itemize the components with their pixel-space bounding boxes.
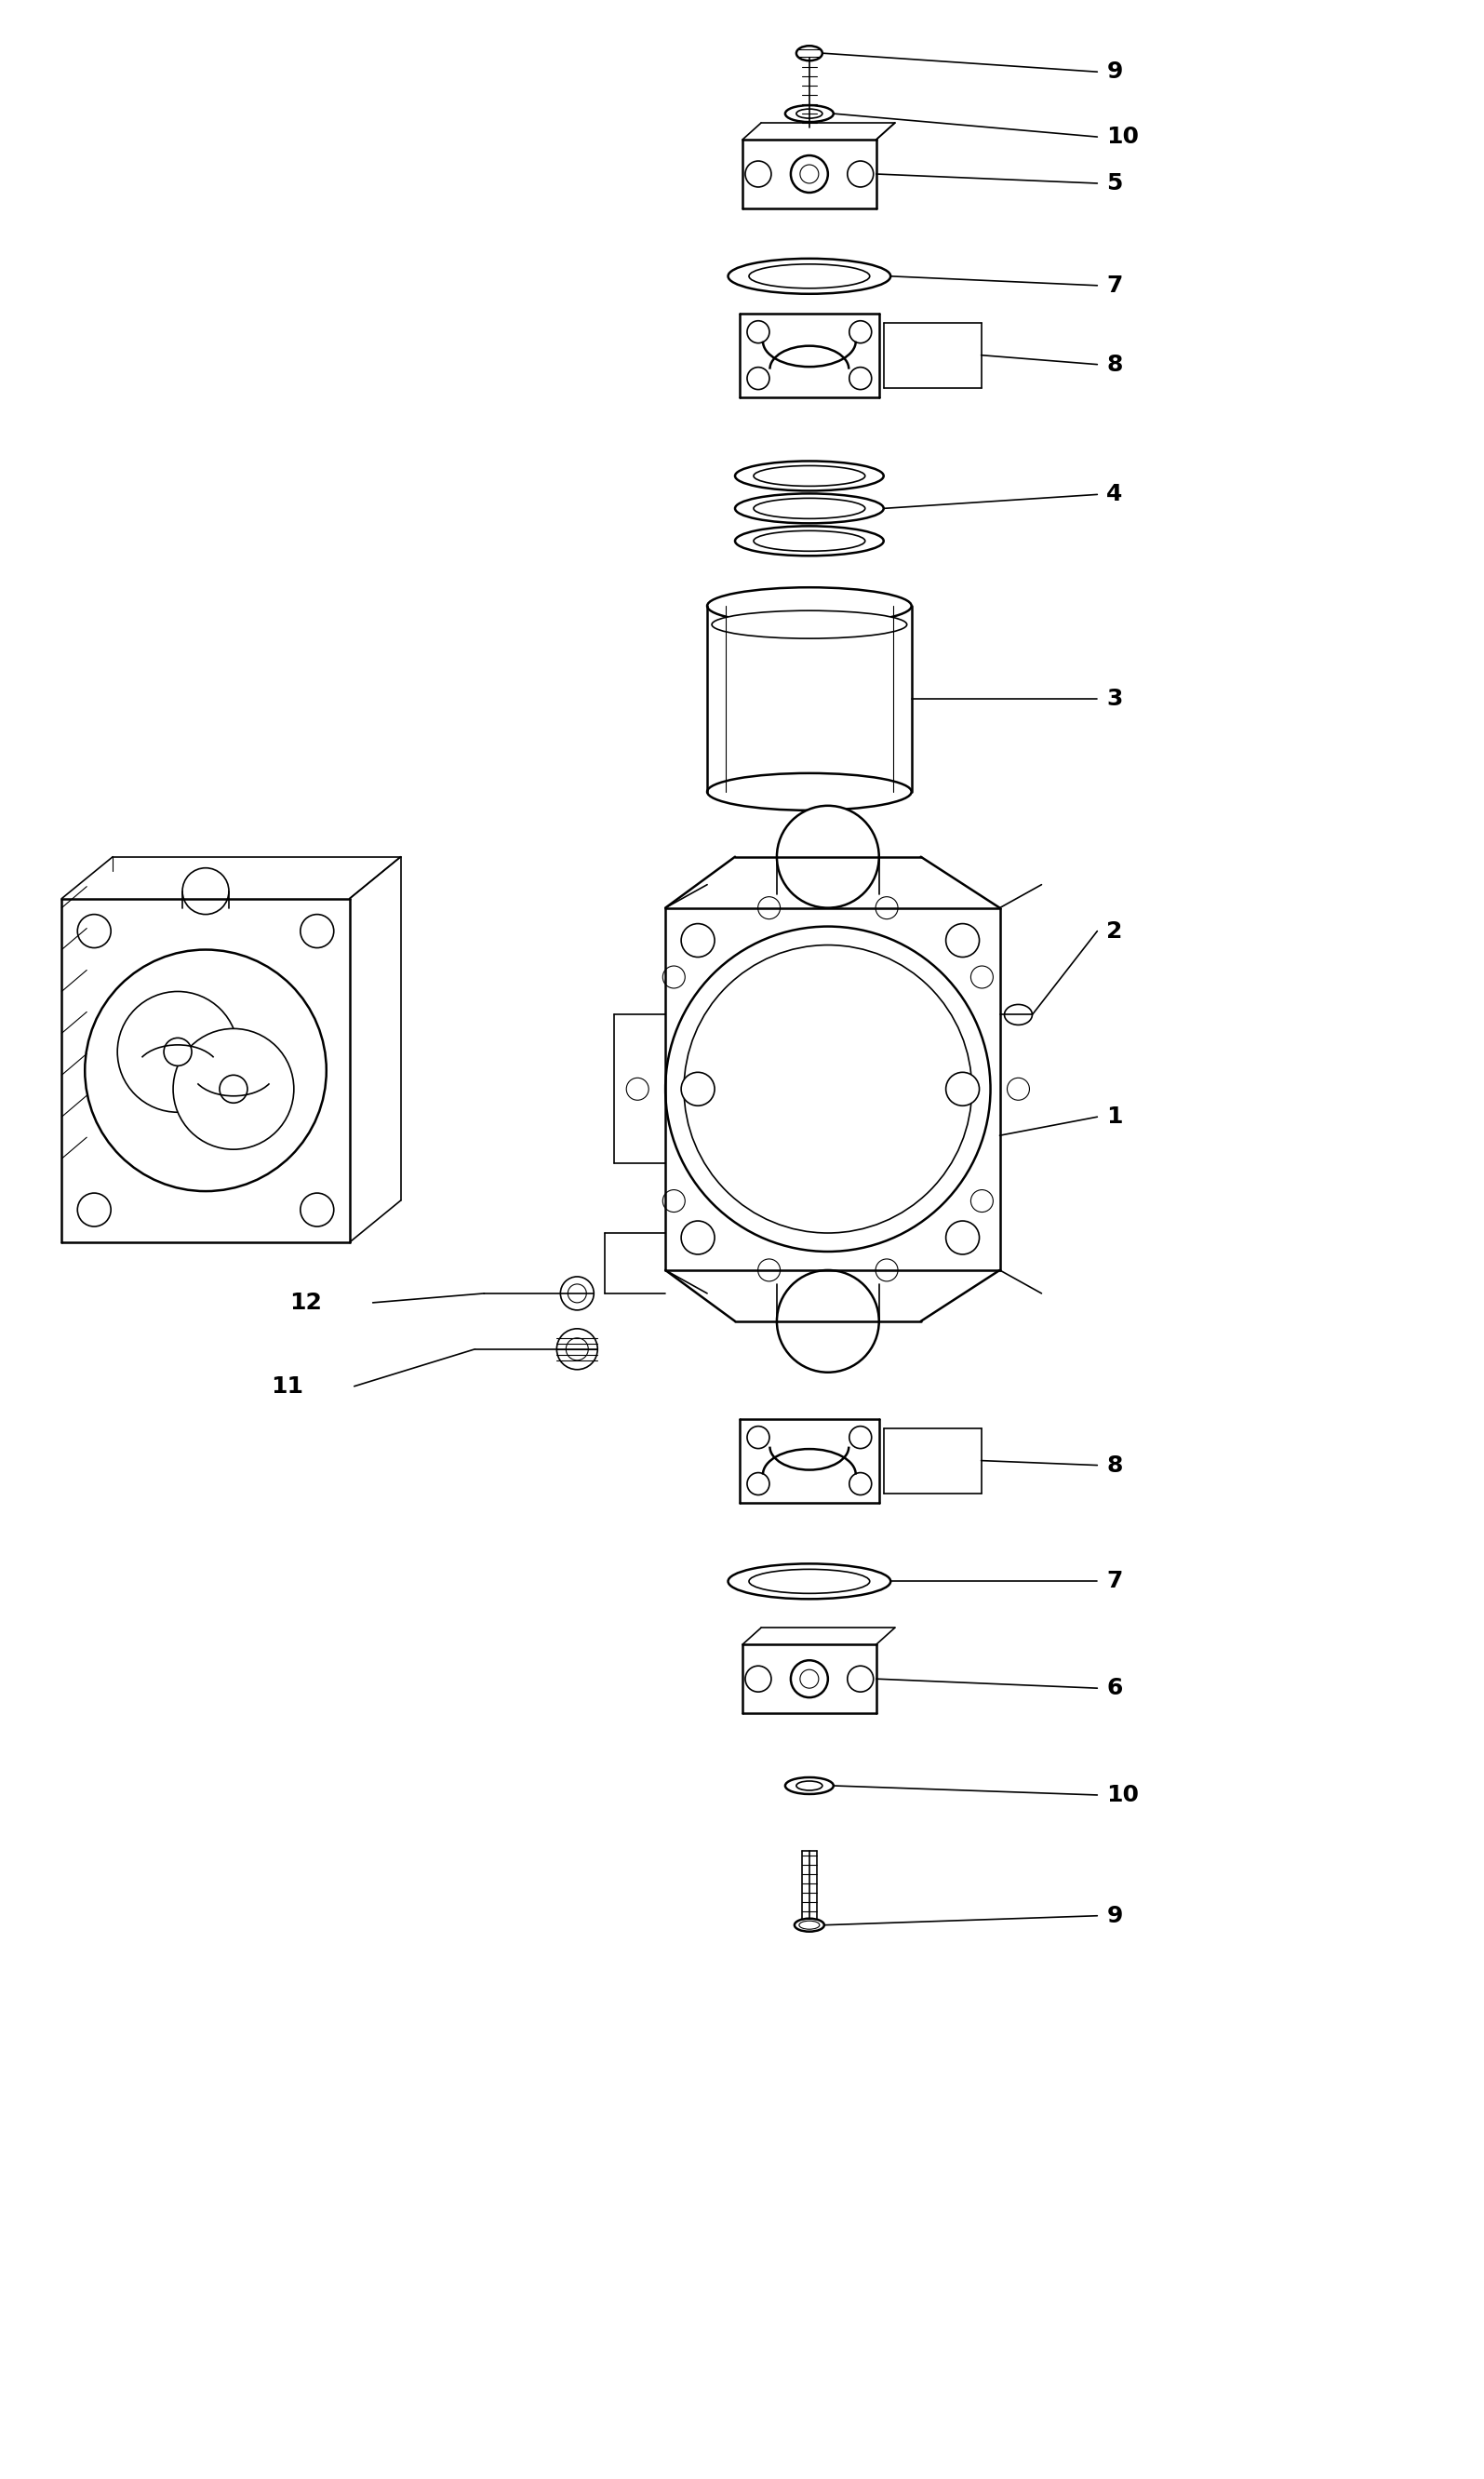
Circle shape [791,156,828,193]
Ellipse shape [735,526,883,555]
Circle shape [800,164,819,183]
Circle shape [77,915,111,947]
Circle shape [776,806,879,907]
Circle shape [971,967,993,989]
Circle shape [746,320,769,342]
Ellipse shape [749,265,870,288]
Text: 7: 7 [1107,275,1123,297]
Circle shape [971,1190,993,1212]
Ellipse shape [729,1564,890,1599]
Circle shape [945,1073,979,1106]
Text: 3: 3 [1107,687,1123,709]
Circle shape [849,1473,871,1495]
Ellipse shape [754,531,865,550]
Circle shape [684,944,972,1232]
Ellipse shape [1005,1004,1033,1024]
Circle shape [945,925,979,957]
Circle shape [220,1076,248,1103]
Circle shape [876,897,898,920]
Ellipse shape [785,104,834,121]
Ellipse shape [712,610,907,640]
Ellipse shape [708,773,911,811]
Circle shape [663,967,686,989]
Ellipse shape [708,588,911,625]
Circle shape [849,1425,871,1448]
Ellipse shape [754,498,865,518]
Circle shape [849,320,871,342]
Circle shape [847,161,874,186]
Circle shape [791,1661,828,1698]
Circle shape [77,1192,111,1227]
Circle shape [85,949,326,1192]
Circle shape [556,1329,598,1368]
Circle shape [117,992,237,1113]
Circle shape [681,925,715,957]
Text: 10: 10 [1107,1785,1140,1807]
Circle shape [746,1473,769,1495]
Circle shape [849,367,871,389]
Circle shape [626,1078,649,1101]
Circle shape [745,161,772,186]
Ellipse shape [729,258,890,295]
Ellipse shape [749,1569,870,1594]
Ellipse shape [794,1919,824,1931]
Text: 9: 9 [1107,59,1123,82]
Ellipse shape [735,493,883,523]
Ellipse shape [785,1777,834,1795]
Circle shape [745,1666,772,1691]
Ellipse shape [735,461,883,491]
Text: 10: 10 [1107,126,1140,149]
Circle shape [568,1284,586,1301]
Circle shape [663,1190,686,1212]
Circle shape [174,1029,294,1150]
Circle shape [758,1259,781,1282]
Text: 9: 9 [1107,1904,1123,1926]
Circle shape [300,915,334,947]
Circle shape [1008,1078,1030,1101]
Text: 6: 6 [1107,1676,1123,1698]
Circle shape [876,1259,898,1282]
Text: 7: 7 [1107,1569,1123,1592]
Text: 2: 2 [1107,920,1123,942]
Circle shape [758,897,781,920]
Circle shape [746,1425,769,1448]
Circle shape [561,1277,594,1309]
Circle shape [183,868,229,915]
Text: 11: 11 [270,1376,303,1398]
Text: 5: 5 [1107,171,1123,193]
Text: 4: 4 [1107,483,1123,506]
Text: 12: 12 [289,1292,322,1314]
Ellipse shape [798,1921,819,1929]
Ellipse shape [797,45,822,59]
Circle shape [681,1073,715,1106]
Text: 1: 1 [1107,1106,1123,1128]
Circle shape [300,1192,334,1227]
Ellipse shape [797,109,822,119]
Circle shape [746,367,769,389]
Circle shape [565,1339,588,1361]
Circle shape [945,1222,979,1254]
Circle shape [665,927,990,1252]
Circle shape [776,1269,879,1373]
Ellipse shape [754,466,865,486]
Circle shape [681,1222,715,1254]
Text: 8: 8 [1107,1455,1123,1477]
Circle shape [800,1668,819,1688]
Circle shape [847,1666,874,1691]
Text: 8: 8 [1107,354,1123,377]
Circle shape [163,1039,191,1066]
Ellipse shape [797,1780,822,1790]
